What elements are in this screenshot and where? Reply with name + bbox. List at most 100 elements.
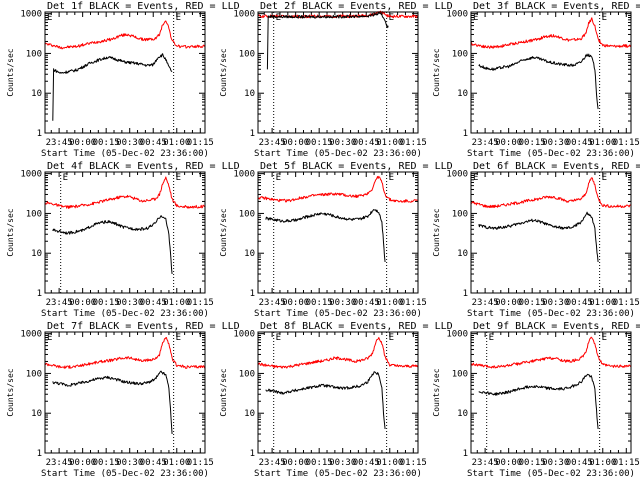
x-tick-label: 01:00: [589, 458, 616, 468]
detector-panel-6: Det 6f BLACK = Events, RED = LLD Counts/s…: [432, 161, 640, 319]
y-tick-label: 1: [463, 289, 468, 299]
y-tick-label: 1: [463, 129, 468, 139]
x-tick-label: 00:15: [93, 458, 120, 468]
plot-frame: [470, 171, 632, 294]
x-tick-label: 00:45: [566, 298, 593, 308]
events-series-line: [52, 53, 173, 121]
x-tick-label: 00:15: [93, 138, 120, 148]
x-axis-label: Start Time (05-Dec-02 23:36:00): [254, 309, 422, 319]
y-tick-label: 10: [244, 89, 255, 99]
x-tick-label: 01:15: [187, 298, 214, 308]
x-axis-label: Start Time (05-Dec-02 23:36:00): [467, 149, 635, 159]
x-tick-label: 00:30: [329, 298, 356, 308]
x-tick-label: 00:00: [69, 138, 96, 148]
panel-title: Det 5f BLACK = Events, RED = LLD: [260, 161, 453, 172]
y-tick-label: 1000: [446, 10, 468, 20]
y-tick-label: 1: [250, 449, 255, 459]
detector-panel-3: Det 3f BLACK = Events, RED = LLD Counts/s…: [432, 1, 640, 159]
x-tick-label: 00:30: [116, 458, 143, 468]
x-axis-label: Start Time (05-Dec-02 23:36:00): [254, 469, 422, 479]
x-axis-label: Start Time (05-Dec-02 23:36:00): [467, 469, 635, 479]
y-tick-label: 100: [452, 49, 468, 59]
events-series-line: [265, 209, 386, 263]
x-tick-label: 00:30: [116, 138, 143, 148]
time-marker-label: E: [276, 333, 281, 343]
x-tick-label: 00:30: [329, 138, 356, 148]
y-tick-label: 100: [26, 369, 42, 379]
y-axis-label: Counts/sec: [219, 208, 228, 256]
panel-title: Det 6f BLACK = Events, RED = LLD: [473, 161, 640, 172]
x-tick-label: 00:15: [306, 138, 333, 148]
y-tick-label: 10: [31, 89, 42, 99]
time-marker-label: E: [47, 13, 52, 23]
x-tick-label: 01:00: [376, 138, 403, 148]
time-marker-label: E: [176, 333, 181, 343]
x-tick-label: 00:15: [519, 298, 546, 308]
x-axis-label: Start Time (05-Dec-02 23:36:00): [41, 469, 209, 479]
x-tick-label: 00:15: [306, 458, 333, 468]
x-tick-label: 00:00: [495, 298, 522, 308]
time-marker-label: E: [389, 333, 394, 343]
detector-panel-4: Det 4f BLACK = Events, RED = LLD Counts/s…: [6, 161, 240, 319]
panel-title: Det 3f BLACK = Events, RED = LLD: [473, 1, 640, 12]
x-tick-label: 01:00: [163, 138, 190, 148]
time-marker-label: E: [602, 13, 607, 23]
lld-series-line: [470, 17, 632, 49]
y-tick-label: 1: [37, 289, 42, 299]
detector-panel-1: Det 1f BLACK = Events, RED = LLD Counts/s…: [6, 1, 240, 159]
y-axis-label: Counts/sec: [432, 208, 441, 256]
time-marker-label: E: [176, 13, 181, 23]
y-tick-label: 100: [26, 209, 42, 219]
plot-frame: [44, 331, 206, 454]
x-tick-label: 23:45: [259, 298, 286, 308]
x-tick-label: 00:00: [69, 298, 96, 308]
x-tick-label: 23:45: [46, 458, 73, 468]
lld-series-line: [44, 176, 206, 209]
x-tick-label: 00:00: [495, 458, 522, 468]
x-tick-label: 00:30: [116, 298, 143, 308]
x-tick-label: 01:00: [589, 298, 616, 308]
x-tick-label: 23:45: [472, 458, 499, 468]
y-tick-label: 10: [244, 409, 255, 419]
y-axis-label: Counts/sec: [6, 48, 15, 96]
events-series-line: [266, 11, 389, 70]
x-tick-label: 00:45: [140, 138, 167, 148]
panel-title: Det 7f BLACK = Events, RED = LLD: [47, 321, 240, 332]
time-marker-label: E: [389, 173, 394, 183]
time-marker-label: E: [473, 173, 478, 183]
events-series-line: [265, 371, 386, 430]
x-tick-label: 00:15: [93, 298, 120, 308]
lld-series-line: [257, 175, 419, 203]
x-tick-label: 00:00: [495, 138, 522, 148]
detector-panel-5: Det 5f BLACK = Events, RED = LLD Counts/s…: [219, 161, 453, 319]
time-marker-label: E: [489, 333, 494, 343]
plot-frame: [257, 171, 419, 294]
x-tick-label: 00:45: [566, 458, 593, 468]
x-tick-label: 00:00: [69, 458, 96, 468]
x-tick-label: 00:00: [282, 298, 309, 308]
x-tick-label: 01:00: [163, 298, 190, 308]
x-tick-label: 01:00: [163, 458, 190, 468]
x-tick-label: 23:45: [259, 458, 286, 468]
detector-panel-7: Det 7f BLACK = Events, RED = LLD Counts/s…: [6, 321, 240, 479]
y-tick-label: 10: [457, 89, 468, 99]
y-tick-label: 1000: [233, 330, 255, 340]
y-axis-label: Counts/sec: [432, 368, 441, 416]
time-marker-label: E: [276, 13, 281, 23]
events-series-line: [478, 373, 599, 430]
y-tick-label: 1: [37, 449, 42, 459]
y-axis-label: Counts/sec: [219, 48, 228, 96]
events-series-line: [478, 53, 599, 110]
time-marker-label: E: [176, 173, 181, 183]
y-tick-label: 100: [452, 369, 468, 379]
y-tick-label: 1: [250, 289, 255, 299]
plot-frame: [257, 331, 419, 454]
time-marker-label: E: [276, 173, 281, 183]
y-axis-label: Counts/sec: [432, 48, 441, 96]
events-series-line: [478, 211, 599, 263]
panel-title: Det 8f BLACK = Events, RED = LLD: [260, 321, 453, 332]
events-series-line: [52, 370, 173, 435]
y-tick-label: 100: [26, 49, 42, 59]
x-tick-label: 01:00: [376, 458, 403, 468]
y-tick-label: 1000: [233, 170, 255, 180]
